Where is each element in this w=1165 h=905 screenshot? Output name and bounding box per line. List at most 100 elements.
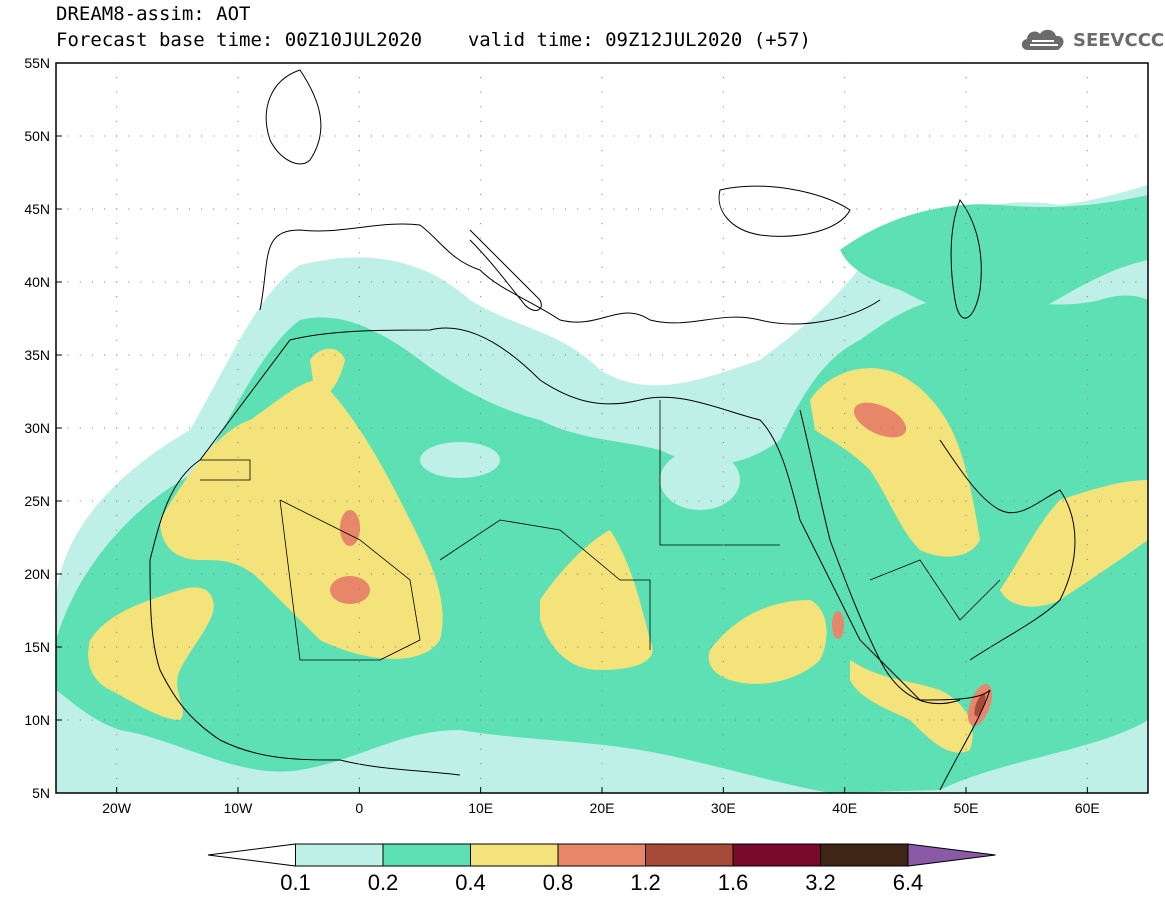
grid-dot: [807, 646, 809, 648]
gulf-coast: [939, 439, 1076, 661]
lon-tick-label: 60E: [1075, 800, 1100, 816]
grid-dot: [722, 602, 724, 604]
grid-dot: [116, 471, 118, 473]
grid-dot: [358, 500, 360, 502]
grid-dot: [79, 427, 81, 429]
grid-dot: [176, 427, 178, 429]
grid-dot: [467, 208, 470, 210]
colorbar-label: 0.8: [543, 870, 574, 895]
grid-dot: [480, 558, 482, 561]
grid-dot: [455, 354, 457, 356]
grid-dot: [346, 281, 348, 283]
grid-dot: [358, 675, 360, 677]
grid-dot: [601, 675, 603, 677]
grid-dot: [310, 135, 312, 137]
grid-dot: [237, 223, 239, 225]
grid-dot: [989, 354, 991, 356]
grid-dot: [1074, 208, 1076, 210]
grid-dot: [892, 719, 894, 721]
grid-dot: [443, 719, 445, 721]
grid-dot: [577, 573, 579, 575]
grid-dot: [662, 354, 664, 356]
aot-low-sahara: [420, 442, 500, 478]
grid-dot: [722, 369, 724, 371]
grid-dot: [916, 573, 919, 575]
grid-dot: [807, 500, 809, 502]
grid-dot: [1050, 135, 1052, 137]
grid-dot: [1062, 646, 1064, 648]
grid-dot: [819, 500, 822, 502]
grid-dot: [722, 383, 724, 385]
grid-dot: [213, 500, 215, 502]
grid-dot: [431, 354, 433, 356]
grid-dot: [383, 500, 385, 502]
grid-dot: [965, 500, 967, 502]
grid-dot: [722, 631, 724, 634]
colorbar-swatch: [645, 843, 734, 867]
grid-dot: [844, 412, 846, 414]
lon-tick-label: 20W: [102, 800, 132, 816]
grid-dot: [103, 646, 106, 648]
grid-dot: [844, 310, 846, 312]
grid-dot: [1038, 646, 1040, 648]
grid-dot: [528, 573, 530, 575]
grid-dot: [116, 310, 118, 312]
grid-dot: [407, 281, 409, 283]
grid-dot: [370, 427, 373, 429]
grid-dot: [977, 427, 979, 429]
grid-dot: [844, 631, 846, 634]
grid-dot: [625, 135, 627, 137]
grid-dot: [941, 135, 943, 137]
grid-dot: [807, 208, 809, 210]
grid-dot: [844, 427, 846, 429]
grid-dot: [310, 281, 312, 283]
grid-dot: [480, 252, 482, 254]
britain-coast: [265, 69, 322, 165]
grid-dot: [358, 602, 360, 604]
grid-dot: [225, 208, 227, 210]
grid-dot: [164, 573, 166, 575]
grid-dot: [346, 646, 348, 648]
grid-dot: [480, 325, 482, 327]
grid-dot: [322, 354, 324, 356]
grid-dot: [152, 281, 154, 283]
grid-dot: [819, 135, 822, 137]
grid-dot: [67, 208, 69, 210]
grid-dot: [492, 646, 494, 648]
grid-dot: [844, 266, 846, 268]
grid-dot: [79, 719, 81, 721]
grid-dot: [674, 427, 676, 429]
grid-dot: [807, 427, 809, 429]
grid-dot: [686, 135, 688, 137]
grid-dot: [916, 500, 919, 502]
grid-dot: [844, 573, 846, 575]
lon-tick-label: 50E: [954, 800, 979, 816]
grid-dot: [1086, 704, 1088, 707]
grid-dot: [128, 427, 130, 429]
grid-dot: [552, 427, 555, 429]
grid-dot: [346, 573, 348, 575]
grid-dot: [601, 325, 603, 327]
lat-tick-label: 20N: [24, 566, 50, 582]
grid-dot: [358, 369, 360, 371]
grid-dot: [237, 164, 239, 166]
grid-dot: [844, 558, 846, 561]
grid-dot: [759, 500, 761, 502]
grid-dot: [795, 646, 797, 648]
grid-dot: [856, 354, 858, 356]
grid-dot: [1001, 500, 1004, 502]
grid-dot: [807, 354, 809, 356]
grid-dot: [771, 135, 773, 137]
grid-dot: [722, 704, 724, 707]
grid-dot: [1050, 208, 1052, 210]
grid-dot: [504, 208, 506, 210]
grid-dot: [237, 91, 239, 93]
grid-dot: [929, 719, 931, 721]
grid-dot: [261, 208, 263, 210]
grid-dot: [771, 573, 773, 575]
grid-dot: [273, 354, 275, 356]
grid-dot: [565, 573, 567, 575]
grid-dot: [504, 646, 506, 648]
grid-dot: [358, 296, 360, 298]
colorbar-label: 0.1: [280, 870, 311, 895]
